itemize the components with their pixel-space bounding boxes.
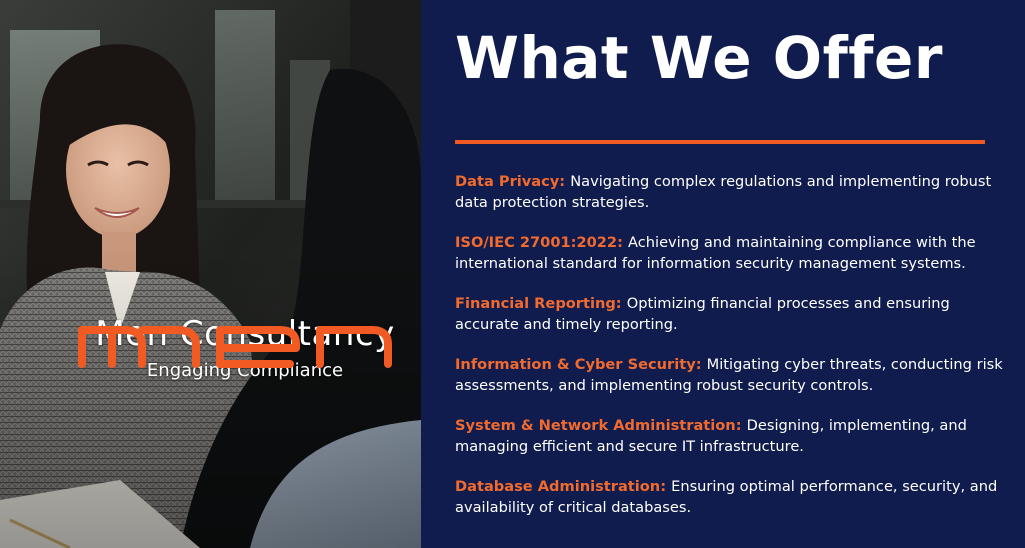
hero-photo: Men Consultancy Engaging Compliance [0, 0, 421, 548]
brand-logo: Men Consultancy Engaging Compliance [70, 314, 420, 382]
offer-description: Navigating complex regulations and imple… [455, 173, 992, 211]
offer-title: Financial Reporting: [455, 295, 627, 312]
offer-title: Data Privacy: [455, 173, 571, 190]
offer-description: Designing, implementing, and managing ef… [455, 417, 967, 455]
offer-description: Optimizing financial processes and ensur… [455, 295, 950, 333]
page-title: What We Offer [455, 24, 943, 92]
offer-item-data-privacy: Data Privacy: Navigating complex regulat… [455, 172, 1017, 213]
offer-description: Ensuring optimal performance, security, … [455, 478, 998, 516]
offer-item-cyber-security: Information & Cyber Security: Mitigating… [455, 355, 1017, 396]
offer-item-iso-27001: ISO/IEC 27001:2022: Achieving and mainta… [455, 233, 1017, 274]
offer-title: Information & Cyber Security: [455, 356, 707, 373]
office-photo-illustration [0, 0, 421, 548]
offer-title: Database Administration: [455, 478, 672, 495]
men-logo-mark [78, 326, 392, 368]
offer-item-financial-reporting: Financial Reporting: Optimizing financia… [455, 294, 1017, 335]
offer-title: System & Network Administration: [455, 417, 747, 434]
offer-list: Data Privacy: Navigating complex regulat… [455, 172, 1017, 538]
offer-title: ISO/IEC 27001:2022: [455, 234, 629, 251]
offer-item-network-administration: System & Network Administration: Designi… [455, 416, 1017, 457]
offer-item-database-administration: Database Administration: Ensuring optima… [455, 477, 1017, 518]
offer-panel: What We Offer Data Privacy: Navigating c… [421, 0, 1025, 548]
accent-divider [455, 140, 985, 144]
offer-description: Achieving and maintaining compliance wit… [455, 234, 976, 272]
offer-description: Mitigating cyber threats, conducting ris… [455, 356, 1003, 394]
